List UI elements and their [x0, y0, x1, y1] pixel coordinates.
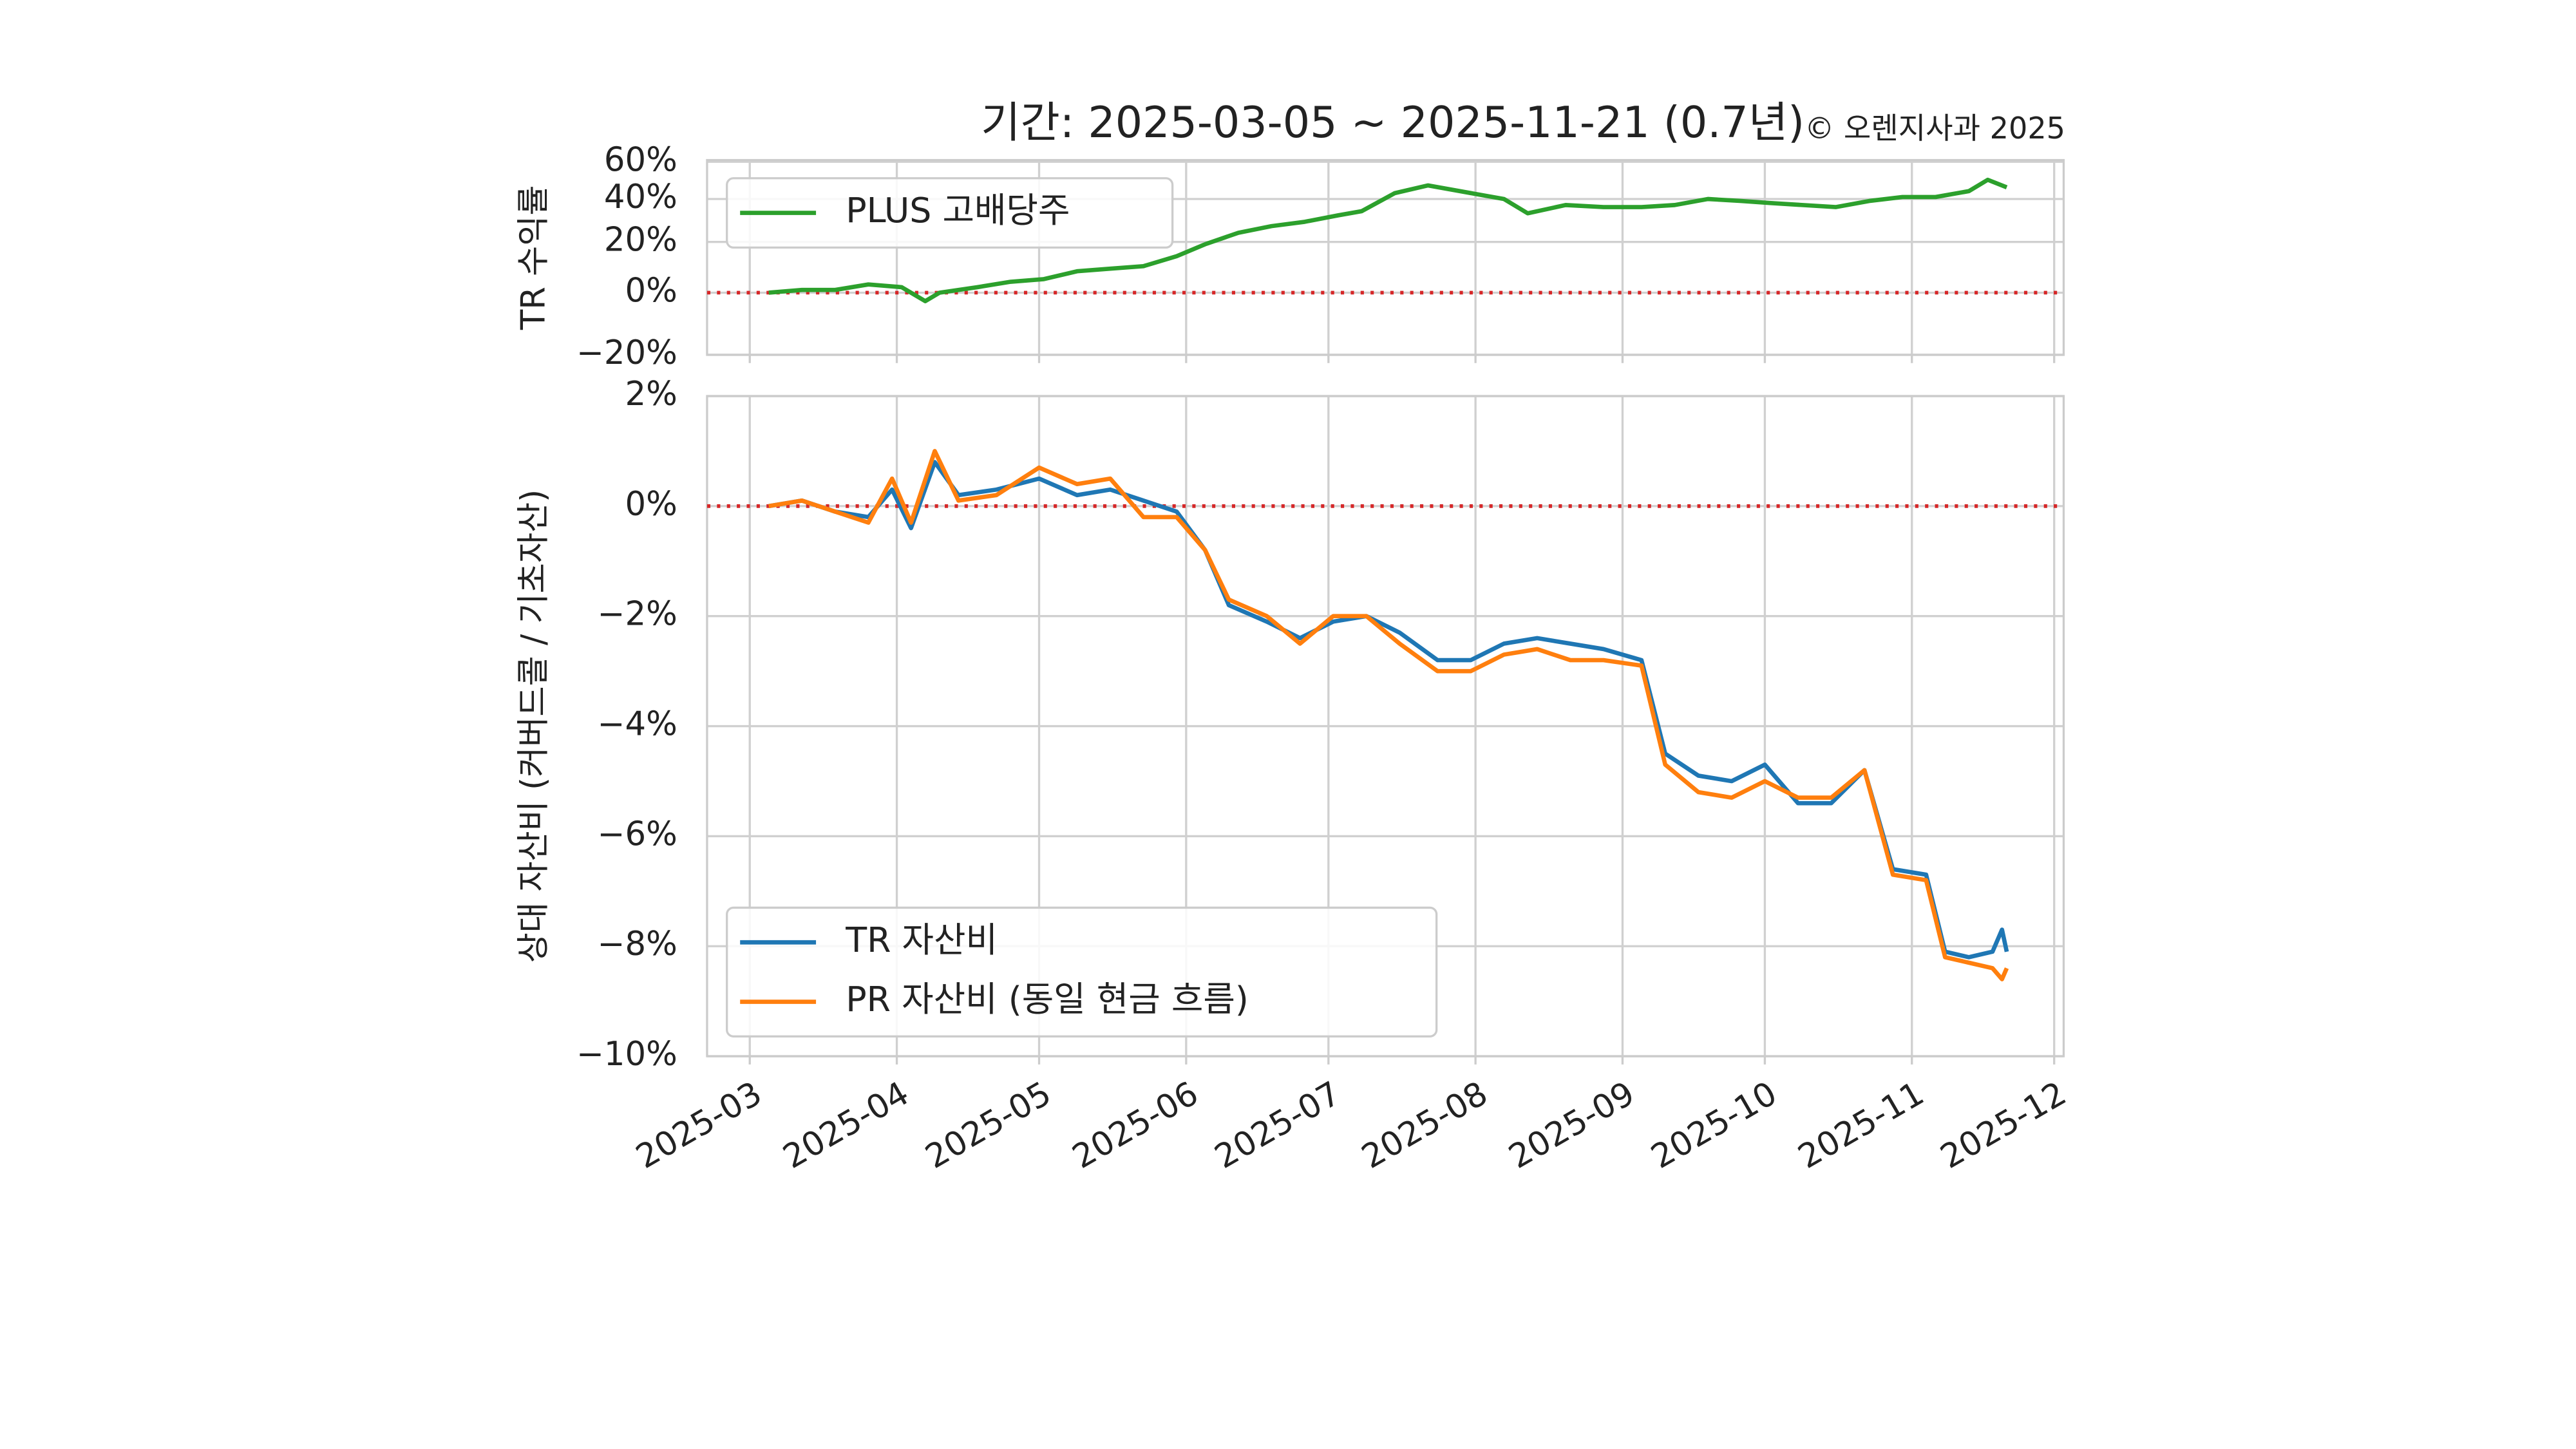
- legend-box: [726, 177, 1174, 249]
- y-tick-label: −8%: [598, 925, 677, 963]
- plot-frame: [706, 158, 2065, 356]
- series-line: [768, 177, 2008, 303]
- y-tick-label: −2%: [598, 595, 677, 634]
- y-tick-label: 60%: [604, 140, 677, 179]
- y-tick-label: −10%: [576, 1035, 677, 1074]
- y-tick-label: 0%: [625, 485, 677, 524]
- y-tick-label: 0%: [625, 271, 677, 310]
- chart-title: 기간: 2025-03-05 ~ 2025-11-21 (0.7년): [981, 97, 1804, 147]
- y-axis-label: TR 수익률: [514, 185, 553, 330]
- legend-label: PR 자산비 (동일 현금 흐름): [846, 979, 1249, 1019]
- annotation: © 오렌지사과 2025: [1804, 111, 2065, 146]
- plot-frame: [706, 395, 2065, 1057]
- y-tick-label: 2%: [625, 375, 677, 413]
- y-tick-label: −6%: [598, 815, 677, 853]
- y-tick-label: 40%: [604, 178, 677, 216]
- y-tick-label: −20%: [576, 334, 677, 372]
- y-axis-label: 상대 자산비 (커버드콜 / 기초자산): [514, 489, 553, 963]
- legend-box: [726, 906, 1438, 1038]
- legend-label: PLUS 고배당주: [846, 190, 1070, 231]
- legend-label: TR 자산비: [845, 920, 998, 960]
- y-tick-label: 20%: [604, 221, 677, 260]
- series-line: [768, 449, 2009, 981]
- y-tick-label: −4%: [598, 705, 677, 744]
